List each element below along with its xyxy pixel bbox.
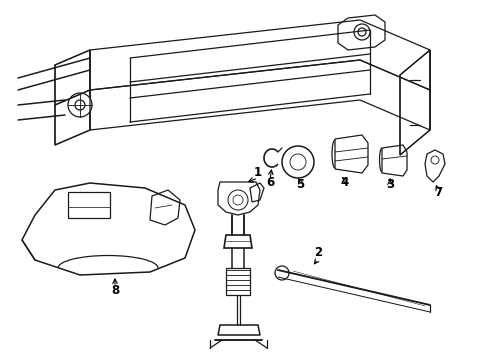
Text: 1: 1 <box>253 166 262 180</box>
Circle shape <box>68 93 92 117</box>
Circle shape <box>353 24 369 40</box>
Circle shape <box>274 266 288 280</box>
Text: 3: 3 <box>385 179 393 192</box>
Circle shape <box>75 100 85 110</box>
Text: 5: 5 <box>295 179 304 192</box>
Text: 7: 7 <box>433 186 441 199</box>
Text: 6: 6 <box>265 176 274 189</box>
Text: 4: 4 <box>340 176 348 189</box>
Text: 8: 8 <box>111 284 119 297</box>
Text: 2: 2 <box>313 247 322 260</box>
